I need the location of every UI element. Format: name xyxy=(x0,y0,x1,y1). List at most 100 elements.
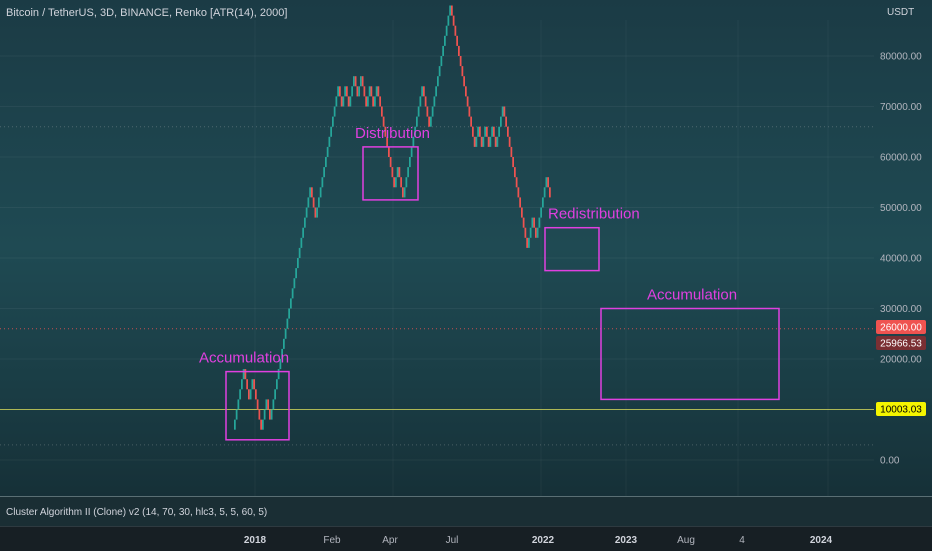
grid-lines xyxy=(0,20,874,496)
renko-brick-up xyxy=(410,146,413,157)
x-tick-label: 2022 xyxy=(532,535,555,546)
renko-brick-up xyxy=(374,96,376,107)
renko-brick-up xyxy=(281,348,283,359)
renko-brick-up xyxy=(249,389,252,400)
renko-brick-up xyxy=(431,106,434,117)
renko-brick-down xyxy=(426,106,429,117)
x-tick-label: Aug xyxy=(677,535,695,546)
renko-brick-up xyxy=(235,409,238,420)
renko-brick-up xyxy=(531,217,534,228)
x-tick-label: 4 xyxy=(739,535,745,546)
renko-brick-up xyxy=(274,389,276,400)
renko-brick-down xyxy=(372,96,374,107)
renko-brick-up xyxy=(328,136,331,147)
annotation-box xyxy=(600,307,780,401)
renko-brick-down xyxy=(465,86,467,97)
renko-brick-down xyxy=(508,136,511,147)
renko-brick-down xyxy=(377,86,380,97)
renko-brick-down xyxy=(472,126,474,137)
price-label-pill xyxy=(876,336,926,350)
renko-brick-up xyxy=(293,278,296,289)
renko-brick-up xyxy=(351,86,353,97)
x-tick-label: Feb xyxy=(323,535,341,546)
renko-brick-up xyxy=(412,136,415,147)
renko-brick-up xyxy=(288,308,290,319)
renko-brick-up xyxy=(529,227,532,238)
renko-brick-down xyxy=(456,35,458,46)
renko-brick-up xyxy=(277,369,280,380)
renko-brick-up xyxy=(414,126,416,137)
annotation-box xyxy=(225,370,290,441)
renko-brick-down xyxy=(459,56,462,67)
renko-brick-up xyxy=(540,207,542,218)
renko-brick-up xyxy=(272,399,275,410)
renko-brick-down xyxy=(461,66,464,77)
renko-brick-up xyxy=(297,258,299,269)
x-tick-label: 2024 xyxy=(810,535,833,546)
renko-brick-up xyxy=(283,338,285,349)
chart-title: Bitcoin / TetherUS, 3D, BINANCE, Renko [… xyxy=(6,7,288,19)
renko-brick-up xyxy=(528,237,530,248)
renko-brick-down xyxy=(391,167,394,178)
renko-brick-up xyxy=(337,86,339,97)
price-label-text: 26000.00 xyxy=(880,323,922,334)
renko-brick-up xyxy=(430,116,432,127)
renko-brick-down xyxy=(339,86,341,97)
renko-brick-up xyxy=(538,217,541,228)
renko-brick-up xyxy=(316,207,318,218)
renko-brick-up xyxy=(367,96,369,107)
x-tick-label: 2023 xyxy=(615,535,638,546)
renko-brick-up xyxy=(333,106,336,117)
renko-brick-up xyxy=(325,157,327,168)
renko-brick-up xyxy=(498,126,500,137)
renko-brick-down xyxy=(451,5,453,16)
renko-brick-down xyxy=(384,126,387,137)
renko-brick-up xyxy=(276,379,278,390)
renko-brick-down xyxy=(493,126,495,137)
renko-brick-down xyxy=(522,217,525,228)
renko-brick-down xyxy=(386,136,388,147)
indicator-pane[interactable]: Cluster Algorithm II (Clone) v2 (14, 70,… xyxy=(0,496,932,527)
renko-brick-down xyxy=(468,106,471,117)
renko-brick-down xyxy=(517,187,520,198)
renko-brick-down xyxy=(256,399,259,410)
renko-brick-up xyxy=(375,86,378,97)
renko-brick-up xyxy=(298,247,301,258)
renko-chart[interactable]: Accumulation Distribution Redistribution Ac… xyxy=(0,0,932,526)
renko-brick-down xyxy=(389,157,392,168)
renko-brick-down xyxy=(519,197,521,208)
renko-brick-down xyxy=(269,409,271,420)
renko-brick-down xyxy=(248,389,250,400)
renko-brick-up xyxy=(332,116,334,127)
renko-brick-down xyxy=(393,177,395,188)
renko-brick-up xyxy=(305,207,308,218)
renko-brick-down xyxy=(400,177,402,188)
renko-brick-down xyxy=(549,187,551,198)
renko-brick-up xyxy=(291,288,294,299)
renko-brick-up xyxy=(419,96,422,107)
renko-brick-up xyxy=(265,399,268,410)
y-tick-label: 60000.00 xyxy=(880,153,922,164)
time-axis[interactable]: 2018 Feb Apr Jul 2022 2023 Aug 4 2024 xyxy=(0,526,932,551)
renko-brick-down xyxy=(347,96,350,107)
price-label-pill xyxy=(876,402,926,416)
renko-brick-up xyxy=(300,237,303,248)
renko-brick-up xyxy=(395,177,397,188)
renko-brick-down xyxy=(463,76,465,87)
x-tick-label: Jul xyxy=(446,535,459,546)
renko-brick-up xyxy=(542,197,544,208)
renko-brick-down xyxy=(487,136,490,147)
renko-brick-up xyxy=(335,96,338,107)
renko-brick-up xyxy=(407,167,409,178)
renko-brick-down xyxy=(547,177,549,188)
renko-brick-up xyxy=(475,136,478,147)
y-tick-label: 20000.00 xyxy=(880,355,922,366)
renko-brick-down xyxy=(424,96,427,107)
renko-brick-down xyxy=(246,379,248,390)
renko-brick-up xyxy=(358,86,360,97)
renko-brick-down xyxy=(480,136,483,147)
renko-brick-down xyxy=(381,106,383,117)
renko-brick-down xyxy=(356,86,359,97)
renko-brick-down xyxy=(388,146,390,157)
y-tick-label: 80000.00 xyxy=(880,52,922,63)
